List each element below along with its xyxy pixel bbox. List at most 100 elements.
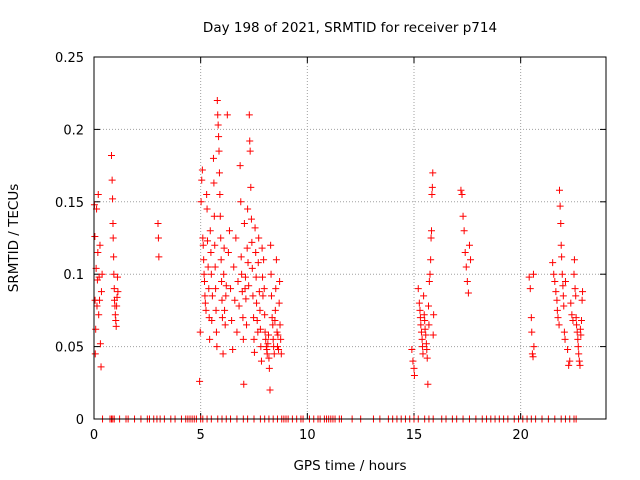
data-point: [93, 302, 101, 310]
data-point: [203, 191, 211, 199]
data-point: [267, 241, 275, 249]
data-point: [247, 183, 255, 191]
data-point: [427, 256, 435, 264]
data-point: [218, 296, 226, 304]
data-point: [198, 176, 206, 184]
data-point: [256, 306, 264, 314]
data-point: [246, 137, 254, 145]
data-point: [198, 166, 206, 174]
data-point: [218, 277, 226, 285]
data-point: [240, 220, 248, 228]
data-point: [271, 317, 279, 325]
data-point: [458, 191, 466, 199]
y-tick-label: 0.25: [55, 51, 84, 66]
data-point: [245, 111, 253, 119]
data-point: [467, 256, 475, 264]
data-point: [575, 357, 583, 365]
data-point: [260, 285, 268, 293]
data-point: [110, 270, 118, 278]
data-point: [408, 345, 416, 353]
data-point: [215, 147, 223, 155]
data-point: [428, 191, 436, 199]
data-point: [421, 325, 429, 333]
data-point: [109, 234, 117, 242]
data-point: [247, 215, 255, 223]
data-point: [263, 350, 271, 358]
data-point: [212, 328, 220, 336]
data-point: [560, 328, 568, 336]
data-point: [572, 292, 580, 300]
data-point: [211, 241, 219, 249]
data-point: [201, 277, 209, 285]
data-point: [254, 259, 262, 267]
data-point: [565, 361, 573, 369]
x-tick-label: 0: [90, 428, 98, 443]
data-point: [528, 350, 536, 358]
data-point: [214, 111, 222, 119]
data-point: [525, 273, 533, 281]
data-point: [572, 314, 580, 322]
data-point: [224, 248, 232, 256]
data-point: [257, 357, 265, 365]
data-point: [114, 288, 122, 296]
data-point: [206, 227, 214, 235]
x-axis-label: GPS time / hours: [293, 458, 406, 474]
data-point: [274, 331, 282, 339]
data-point: [430, 311, 438, 319]
data-point: [199, 234, 207, 242]
data-point: [196, 377, 204, 385]
data-point: [566, 357, 574, 365]
data-point: [421, 317, 429, 325]
data-point: [109, 220, 117, 228]
data-point: [577, 331, 585, 339]
data-point: [196, 328, 204, 336]
data-point: [228, 317, 236, 325]
data-point: [154, 234, 162, 242]
data-point: [264, 340, 272, 348]
data-point: [420, 292, 428, 300]
data-point: [238, 270, 246, 278]
data-point: [457, 186, 465, 194]
data-point: [415, 299, 423, 307]
data-point: [249, 292, 257, 300]
data-point: [578, 296, 586, 304]
data-point: [211, 263, 219, 271]
data-point: [464, 289, 472, 297]
data-point: [97, 363, 105, 371]
data-point: [561, 277, 569, 285]
data-point: [265, 364, 273, 372]
data-point: [568, 311, 576, 319]
data-point: [208, 292, 216, 300]
data-point: [95, 273, 103, 281]
data-point: [459, 212, 467, 220]
data-point: [460, 227, 468, 235]
data-point: [570, 270, 578, 278]
data-point: [425, 321, 433, 329]
data-point: [231, 296, 239, 304]
data-point: [250, 314, 258, 322]
data-point: [241, 285, 249, 293]
data-point: [110, 285, 118, 293]
data-point: [272, 285, 280, 293]
grid-lines: [94, 57, 606, 419]
data-point: [243, 244, 251, 252]
data-point: [107, 151, 115, 159]
data-point: [94, 191, 102, 199]
data-point: [222, 292, 230, 300]
data-point: [108, 176, 116, 184]
data-point: [197, 198, 205, 206]
data-point: [552, 288, 560, 296]
data-point: [425, 302, 433, 310]
data-point: [200, 256, 208, 264]
data-point: [220, 244, 228, 252]
data-point: [262, 335, 270, 343]
data-point: [91, 233, 99, 241]
data-point: [553, 306, 561, 314]
data-point: [428, 183, 436, 191]
data-point: [261, 311, 269, 319]
data-point: [260, 256, 268, 264]
data-point: [418, 335, 426, 343]
data-point: [208, 317, 216, 325]
data-point: [462, 263, 470, 271]
data-point: [564, 345, 572, 353]
